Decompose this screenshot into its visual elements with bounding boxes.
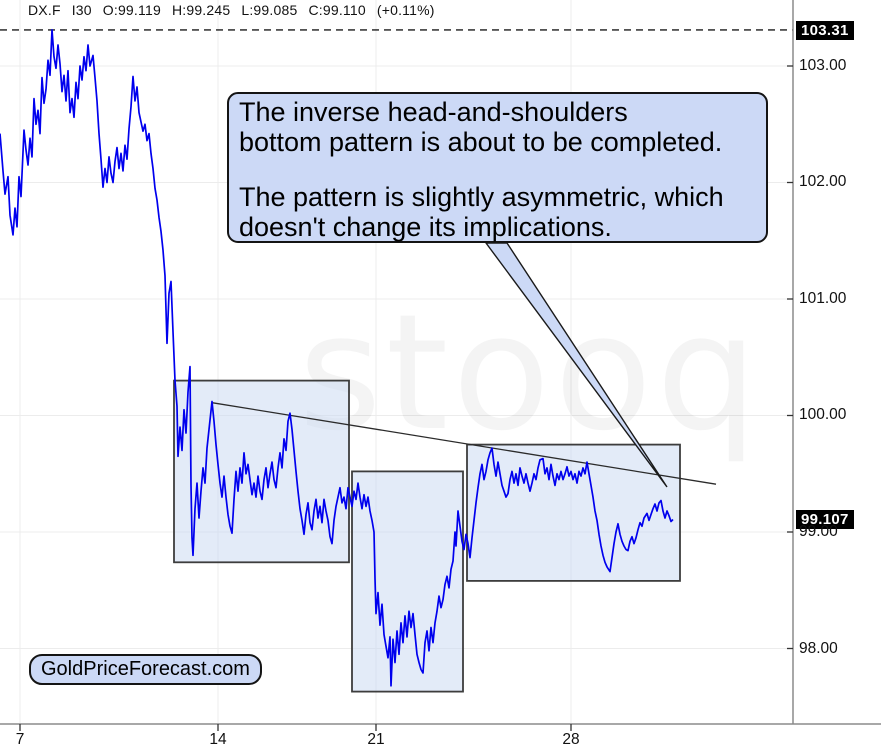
x-axis-label-21: 21 <box>367 731 385 748</box>
ticker-high: H:99.245 <box>171 2 231 18</box>
high-price-badge: 103.31 <box>796 21 854 40</box>
y-axis-label-99: 99.00 <box>799 523 838 540</box>
x-axis-label-14: 14 <box>209 731 227 748</box>
ticker-change: (+0.11%) <box>376 2 435 18</box>
y-axis-label-102: 102.00 <box>799 173 847 190</box>
y-axis-label-98: 98.00 <box>799 640 838 657</box>
ticker-open: O:99.119 <box>102 2 161 18</box>
annotation-text-line: The inverse head-and-shoulders <box>239 97 628 127</box>
ticker-interval: I30 <box>71 2 92 18</box>
ticker-bar: DX.F I30 O:99.119 H:99.245 L:99.085 C:99… <box>28 2 435 18</box>
last-price-badge: 99.107 <box>796 510 854 529</box>
stooq-watermark: stooq <box>298 279 761 466</box>
annotation-text-gap <box>239 157 756 182</box>
annotation-text-line: doesn't change its implications. <box>239 212 612 242</box>
ticker-low: L:99.085 <box>241 2 298 18</box>
head-box <box>351 470 464 693</box>
y-axis-label-100: 100.00 <box>799 406 847 423</box>
price-line <box>0 29 674 687</box>
ticker-close: C:99.110 <box>308 2 366 18</box>
gold-price-forecast-badge: GoldPriceForecast.com <box>29 654 262 685</box>
x-axis-label-28: 28 <box>562 731 580 748</box>
y-axis-label-103: 103.00 <box>799 57 847 74</box>
y-axis-label-101: 101.00 <box>799 290 847 307</box>
ticker-symbol: DX.F <box>28 2 61 18</box>
right-shoulder-box <box>466 443 681 582</box>
neckline-trendline <box>211 402 717 485</box>
annotation-text-line: The pattern is slightly asymmetric, whic… <box>239 182 724 212</box>
left-shoulder-box <box>173 379 350 564</box>
annotation-text-line: bottom pattern is about to be completed. <box>239 127 723 157</box>
annotation-bubble: The inverse head-and-shoulders bottom pa… <box>227 92 768 243</box>
annotation-pointer <box>484 242 668 488</box>
x-axis-label-7: 7 <box>15 731 25 748</box>
